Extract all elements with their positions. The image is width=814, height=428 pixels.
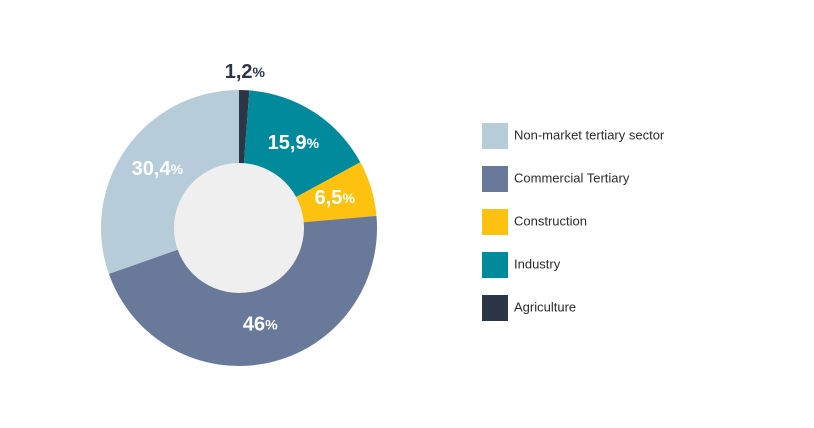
legend-label: Commercial Tertiary: [514, 170, 630, 185]
legend-label: Construction: [514, 213, 587, 228]
unit: %: [253, 64, 266, 80]
unit: %: [171, 161, 184, 177]
value-label: 15,9: [268, 132, 307, 154]
slice-label: 6,5%: [315, 187, 356, 209]
legend-swatch: [482, 166, 508, 192]
slice-label: 1,2%: [225, 61, 266, 83]
legend-swatch: [482, 209, 508, 235]
legend: Non-market tertiary sector Commercial Ter…: [482, 123, 665, 321]
legend-label: Non-market tertiary sector: [514, 127, 665, 142]
slice-label: 15,9%: [268, 132, 320, 154]
legend-swatch: [482, 295, 508, 321]
unit: %: [265, 316, 278, 332]
legend-label: Agriculture: [514, 299, 576, 314]
legend-swatch: [482, 252, 508, 278]
donut: 1,2%15,9%6,5%46%30,4%: [100, 61, 377, 366]
slice-label: 46%: [243, 314, 278, 336]
value-label: 30,4: [132, 159, 172, 181]
unit: %: [307, 135, 320, 151]
slice-label: 30,4%: [132, 159, 184, 181]
value-label: 46: [243, 314, 265, 336]
unit: %: [342, 190, 355, 206]
donut-hole: [174, 163, 304, 293]
legend-label: Industry: [514, 256, 561, 271]
value-label: 6,5: [315, 187, 343, 209]
value-label: 1,2: [225, 61, 253, 83]
legend-swatch: [482, 123, 508, 149]
